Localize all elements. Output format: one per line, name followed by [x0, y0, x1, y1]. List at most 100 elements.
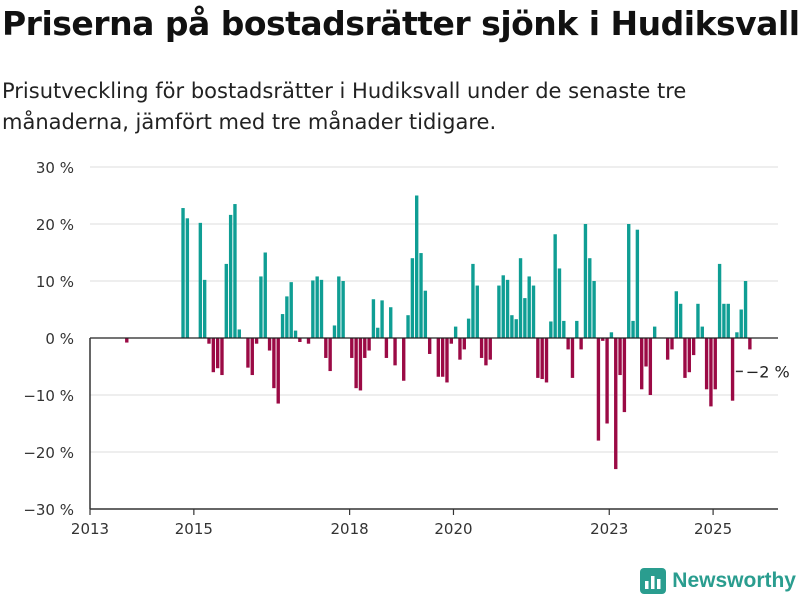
bar [423, 290, 428, 338]
bar [466, 318, 471, 338]
bar [471, 263, 475, 338]
bar [475, 285, 479, 338]
bar [259, 276, 263, 338]
bar [224, 263, 228, 338]
bar [384, 338, 389, 358]
bar [371, 299, 376, 338]
bar [527, 276, 531, 338]
bar [462, 338, 466, 350]
bar [233, 204, 237, 338]
x-tick-label: 2023 [590, 520, 628, 538]
bar [436, 338, 441, 377]
bar [280, 314, 285, 338]
bar [609, 332, 614, 338]
bar [484, 338, 488, 366]
bar [440, 338, 445, 377]
bar [618, 338, 622, 376]
bar [518, 258, 523, 338]
bar [605, 338, 609, 424]
bar [393, 338, 397, 366]
brand-logo: Newsworthy [640, 566, 796, 596]
bar [704, 338, 709, 390]
bar [678, 303, 683, 338]
bar [631, 320, 635, 338]
bar [263, 252, 267, 338]
bar [536, 338, 540, 378]
bar [125, 338, 129, 343]
bar [406, 315, 410, 338]
bar [293, 330, 298, 338]
bar [445, 338, 449, 383]
page-title: Priserna på bostadsrätter sjönk i Hudiks… [2, 4, 800, 43]
bar [354, 338, 358, 389]
bar [350, 338, 354, 358]
bar [237, 329, 241, 338]
bar [254, 338, 259, 344]
bar [665, 338, 670, 360]
bar [674, 291, 679, 338]
bar [185, 218, 190, 338]
last-value-label: −2 % [746, 362, 790, 381]
bar [575, 320, 579, 338]
bar [380, 300, 384, 338]
bar [402, 338, 406, 381]
bar [328, 338, 332, 372]
bar [376, 327, 380, 338]
brand-name: Newsworthy [672, 569, 796, 592]
bar [181, 208, 185, 338]
bar [730, 338, 735, 401]
bar [557, 268, 562, 338]
bar [358, 338, 363, 391]
bar [553, 234, 557, 338]
bar [311, 280, 315, 338]
bar [691, 338, 696, 356]
bar [648, 338, 653, 395]
y-tick-label: 0 % [45, 330, 74, 348]
bar [540, 338, 544, 380]
bar [549, 321, 553, 338]
x-tick-label: 2013 [71, 520, 109, 538]
bar [570, 338, 575, 378]
bar [583, 224, 588, 338]
bar [670, 338, 674, 350]
bar [640, 338, 644, 390]
bar [367, 338, 371, 351]
bar [739, 309, 743, 338]
y-tick-label: −10 % [23, 387, 74, 405]
bar [250, 338, 254, 376]
bar [717, 263, 722, 338]
bar [562, 320, 566, 338]
bar [505, 279, 510, 338]
bar [415, 195, 419, 338]
bar [588, 258, 592, 338]
bar [341, 281, 345, 338]
bar [488, 338, 492, 360]
bar [419, 253, 423, 338]
bar [306, 338, 311, 344]
bar [501, 275, 505, 338]
bar-chart-logo-icon [640, 568, 667, 594]
bar [337, 276, 341, 338]
bar [523, 298, 527, 338]
bar [207, 338, 211, 344]
bar [644, 338, 648, 367]
bar [652, 326, 657, 338]
bar [285, 296, 289, 338]
x-tick-label: 2018 [331, 520, 369, 538]
bar [601, 338, 605, 341]
bar [198, 222, 203, 338]
bar [315, 276, 319, 338]
y-tick-label: 20 % [36, 216, 74, 234]
bar [622, 338, 627, 413]
bar [228, 214, 233, 338]
bar [748, 338, 752, 350]
bar [544, 338, 549, 383]
bar [713, 338, 717, 390]
bar [627, 224, 631, 338]
y-tick-label: −20 % [23, 444, 74, 462]
bar [709, 338, 713, 407]
bar [700, 326, 704, 338]
bar [220, 338, 224, 376]
bar [696, 303, 700, 338]
